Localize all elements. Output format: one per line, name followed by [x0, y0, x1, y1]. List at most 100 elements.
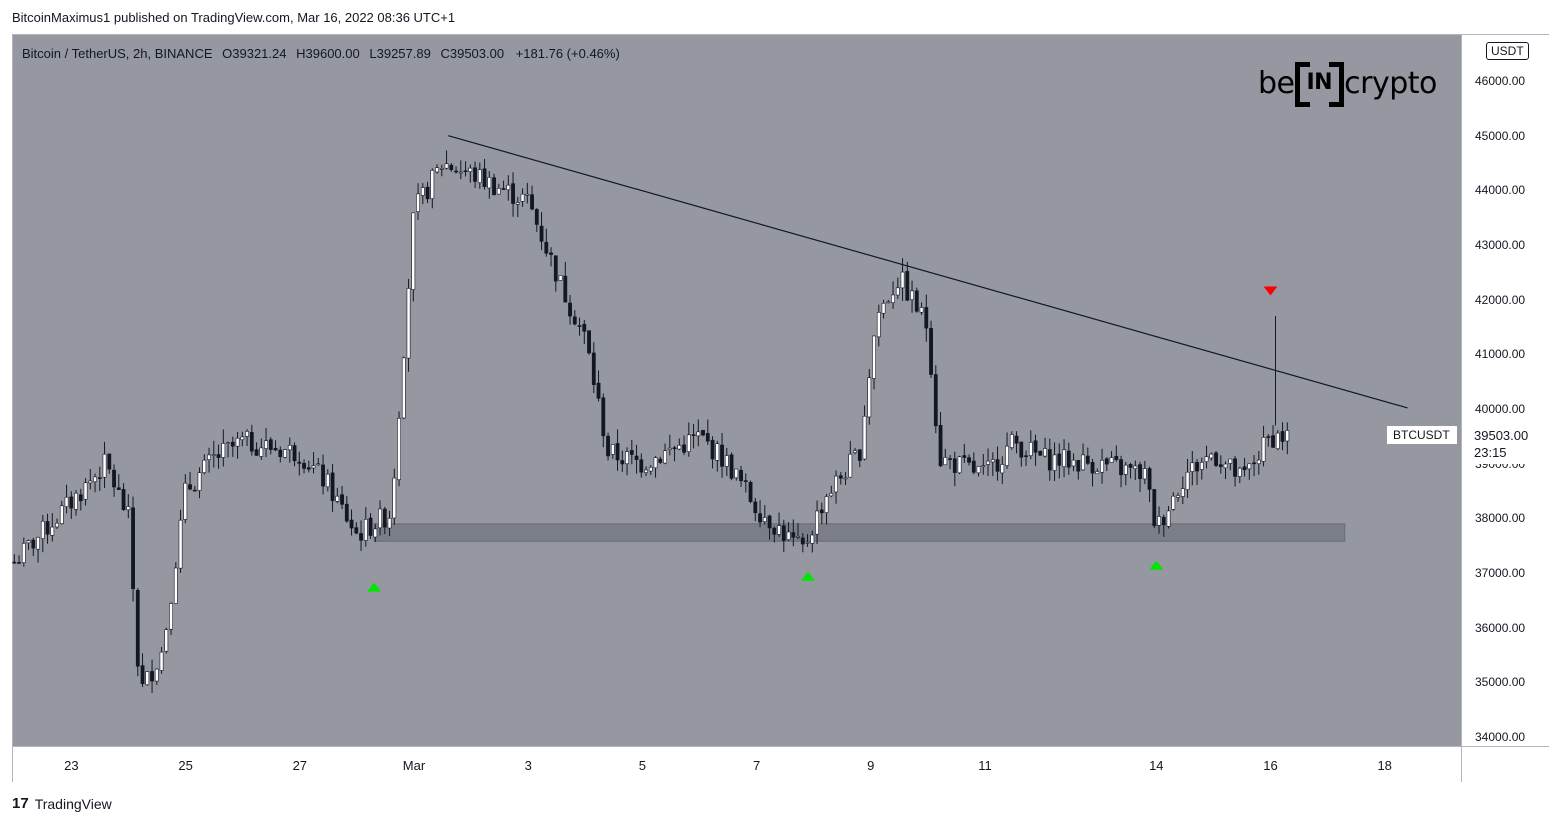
candle — [943, 448, 948, 466]
candle — [397, 411, 401, 487]
candle — [254, 442, 259, 456]
candle — [629, 439, 634, 465]
candle — [895, 277, 900, 299]
descending-trendline[interactable] — [448, 135, 1408, 409]
down-arrow-marker — [1263, 286, 1278, 296]
last-price-value: 39503.00 — [1474, 428, 1529, 443]
candle — [810, 530, 815, 553]
candle — [786, 522, 791, 542]
candle — [226, 441, 230, 458]
candle — [140, 653, 145, 687]
candle — [582, 319, 587, 344]
candle — [245, 429, 249, 447]
candle — [411, 212, 416, 302]
candle — [292, 442, 297, 467]
published-by-line: BitcoinMaximus1 published on TradingView… — [12, 10, 456, 25]
candle — [729, 452, 734, 481]
candle — [439, 164, 444, 177]
candle — [359, 520, 363, 552]
candle — [50, 513, 55, 542]
legend-high-value: 39600.00 — [305, 46, 360, 61]
candle — [207, 447, 211, 473]
last-price-label: 39503.00 23:15 — [1462, 424, 1548, 464]
candle — [1076, 460, 1081, 480]
candle — [335, 487, 340, 504]
candle — [1247, 463, 1252, 480]
candle — [1147, 466, 1152, 503]
candle — [591, 342, 596, 393]
currency-button[interactable]: USDT — [1486, 42, 1529, 60]
candle — [587, 330, 591, 355]
candle — [173, 562, 178, 604]
price-axis[interactable] — [1461, 35, 1549, 746]
tradingview-footer[interactable]: 17 TradingView — [12, 795, 112, 812]
candle — [1261, 425, 1266, 467]
price-tick-label: 45000.00 — [1475, 128, 1526, 143]
candle — [273, 440, 278, 452]
candle — [914, 287, 919, 313]
candle — [496, 183, 501, 195]
candle — [572, 310, 577, 326]
candle — [368, 513, 373, 540]
candle — [986, 448, 990, 476]
candle — [1085, 447, 1090, 465]
price-tick-label: 43000.00 — [1475, 238, 1526, 252]
candle — [1280, 422, 1285, 451]
candle — [710, 436, 715, 469]
candle — [1066, 442, 1071, 475]
candle — [625, 447, 629, 476]
price-tick-label: 41000.00 — [1475, 347, 1526, 362]
candle — [1028, 430, 1033, 460]
plot-area[interactable] — [13, 35, 1461, 746]
candle — [349, 509, 354, 536]
candle — [74, 490, 78, 516]
candle — [933, 365, 938, 434]
candle — [601, 393, 606, 448]
candle — [705, 419, 710, 445]
candle — [259, 438, 264, 460]
candle — [838, 472, 843, 485]
candle — [596, 370, 601, 402]
candle — [1009, 431, 1014, 450]
candle — [648, 464, 653, 476]
candle — [150, 659, 154, 694]
candle — [202, 454, 207, 475]
candle — [720, 432, 724, 478]
time-tick-label: 27 — [292, 758, 308, 773]
candle — [1138, 461, 1142, 492]
candle — [378, 500, 382, 536]
candle — [1190, 450, 1195, 486]
candle — [1180, 476, 1185, 505]
candle — [867, 368, 872, 425]
candle — [1228, 458, 1233, 471]
candle — [121, 483, 126, 511]
candle — [924, 294, 929, 342]
time-tick-label: 25 — [178, 758, 193, 773]
candle — [862, 405, 867, 461]
candle — [1095, 468, 1100, 475]
candle — [1038, 450, 1043, 456]
legend-symbol[interactable]: Bitcoin / TetherUS, 2h, BINANCE — [22, 46, 213, 61]
candle — [667, 434, 672, 456]
candle — [197, 467, 202, 499]
candle — [1133, 460, 1138, 480]
candle — [1199, 457, 1204, 480]
candle — [1176, 492, 1180, 502]
legend-low-value: 39257.89 — [376, 46, 431, 61]
candle — [753, 498, 758, 522]
candle — [230, 436, 235, 457]
candle — [430, 168, 435, 209]
candle — [330, 464, 335, 512]
candle — [12, 554, 17, 564]
candle — [188, 472, 192, 491]
candle — [843, 472, 848, 485]
candle — [857, 449, 862, 468]
candle — [696, 419, 701, 447]
time-axis[interactable] — [13, 746, 1461, 782]
candle — [216, 444, 221, 469]
candle — [819, 502, 824, 525]
time-tick-label: 5 — [638, 758, 647, 773]
price-tick-label: 40000.00 — [1475, 402, 1526, 416]
candle — [1195, 459, 1199, 486]
candle — [772, 526, 777, 543]
